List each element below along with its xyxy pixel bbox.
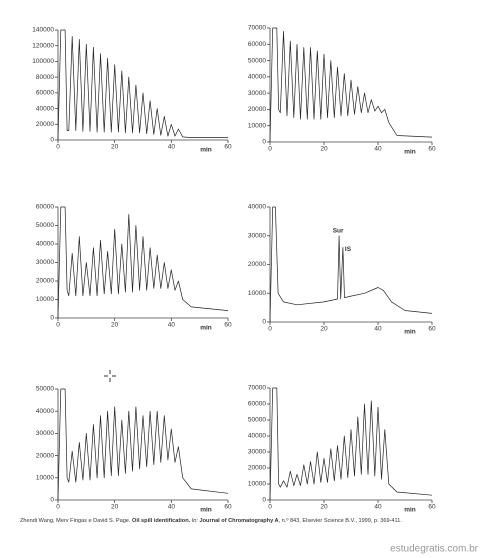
x-tick-label: 60 bbox=[224, 144, 232, 151]
x-tick-label: 20 bbox=[320, 146, 328, 153]
y-tick-label: 10000 bbox=[248, 122, 266, 129]
x-tick-label: 40 bbox=[168, 144, 176, 151]
caption-journal: Journal of Chromatography A bbox=[200, 518, 279, 524]
caption-details: , n.º 843, Elsevier Science B.V., 1999, … bbox=[279, 517, 403, 524]
x-tick-label: 0 bbox=[56, 322, 60, 329]
trace bbox=[269, 387, 433, 501]
x-tick-label: 40 bbox=[374, 504, 382, 511]
chromatogram-panel: 0 10000 20000 30000 40000 50000 60000 0 20 40 60 mi… bbox=[36, 204, 232, 332]
y-tick-label: 70000 bbox=[248, 385, 266, 392]
x-tick-label: 20 bbox=[111, 144, 119, 151]
caption: Zhendi Wang, Merv Fingas e David S. Page… bbox=[20, 517, 402, 524]
watermark: estudegratis.com.br bbox=[390, 544, 478, 555]
x-axis-label: min bbox=[200, 507, 212, 514]
y-tick-label: 30000 bbox=[36, 259, 54, 266]
chromatogram-panel: 0 10000 20000 30000 40000 50000 60000 70000 0 20 4… bbox=[248, 385, 436, 514]
x-tick-label: 0 bbox=[268, 146, 272, 153]
x-axis-label: min bbox=[200, 147, 212, 154]
y-tick-label: 80000 bbox=[36, 74, 54, 81]
y-tick-label: 50000 bbox=[36, 222, 54, 229]
x-tick-label: 20 bbox=[111, 504, 119, 511]
y-tick-label: 30000 bbox=[36, 430, 54, 437]
x-tick-label: 60 bbox=[224, 504, 232, 511]
y-tick-label: 10000 bbox=[36, 296, 54, 303]
y-tick-label: 30000 bbox=[248, 449, 266, 456]
y-tick-label: 20000 bbox=[248, 106, 266, 113]
peak-annotation: Sur bbox=[333, 227, 344, 234]
cursor-icon bbox=[104, 370, 116, 382]
chromatogram-panel: 0 10000 20000 30000 40000 50000 60000 70000 0 20 4… bbox=[248, 25, 436, 156]
trace bbox=[269, 27, 433, 143]
x-tick-label: 60 bbox=[428, 326, 436, 333]
y-tick-label: 10000 bbox=[36, 475, 54, 482]
trace bbox=[57, 388, 229, 501]
x-axis-label: min bbox=[200, 325, 212, 332]
y-tick-label: 30000 bbox=[248, 232, 266, 239]
y-tick-label: 20000 bbox=[36, 452, 54, 459]
y-tick-label: 20000 bbox=[36, 278, 54, 285]
y-tick-label: 140000 bbox=[32, 27, 54, 34]
y-tick-label: 120000 bbox=[32, 42, 54, 49]
x-tick-label: 20 bbox=[320, 326, 328, 333]
y-tick-label: 20000 bbox=[36, 121, 54, 128]
caption-in: In: bbox=[192, 518, 199, 524]
y-tick-label: 60000 bbox=[248, 401, 266, 408]
y-tick-label: 20000 bbox=[248, 465, 266, 472]
x-tick-label: 60 bbox=[428, 504, 436, 511]
y-tick-label: 50000 bbox=[248, 57, 266, 64]
trace bbox=[57, 206, 229, 319]
y-tick-label: 10000 bbox=[248, 290, 266, 297]
y-tick-label: 10000 bbox=[248, 481, 266, 488]
y-tick-label: 30000 bbox=[248, 90, 266, 97]
y-tick-label: 40000 bbox=[36, 241, 54, 248]
x-tick-label: 40 bbox=[168, 322, 176, 329]
x-tick-label: 20 bbox=[320, 504, 328, 511]
chromatogram-panel: 0 10000 20000 30000 40000 50000 0 20 40 60 min bbox=[36, 386, 232, 514]
caption-authors: Zhendi Wang, Merv Fingas e David S. Page… bbox=[20, 518, 131, 524]
y-tick-label: 40000 bbox=[36, 408, 54, 415]
x-tick-label: 60 bbox=[224, 322, 232, 329]
x-tick-label: 40 bbox=[374, 326, 382, 333]
trace bbox=[57, 29, 228, 141]
peak-annotation: IS bbox=[345, 246, 352, 253]
x-tick-label: 20 bbox=[111, 322, 119, 329]
x-tick-label: 0 bbox=[56, 504, 60, 511]
y-tick-label: 70000 bbox=[248, 25, 266, 32]
y-tick-label: 0 bbox=[262, 139, 266, 146]
y-tick-label: 50000 bbox=[36, 386, 54, 393]
x-tick-label: 40 bbox=[168, 504, 176, 511]
x-axis-label: min bbox=[404, 149, 416, 156]
x-axis-label: min bbox=[404, 329, 416, 336]
trace bbox=[269, 206, 433, 323]
y-tick-label: 40000 bbox=[248, 433, 266, 440]
x-tick-label: 40 bbox=[374, 146, 382, 153]
caption-title: Oil spill identification. bbox=[132, 518, 191, 524]
y-tick-label: 60000 bbox=[36, 90, 54, 97]
y-tick-label: 0 bbox=[50, 137, 54, 144]
x-tick-label: 0 bbox=[268, 326, 272, 333]
y-tick-label: 0 bbox=[50, 315, 54, 322]
x-tick-label: 60 bbox=[428, 146, 436, 153]
chromatogram-panel: 0 20000 40000 60000 80000 100000 120000 140000 0… bbox=[32, 27, 232, 154]
y-tick-label: 40000 bbox=[36, 105, 54, 112]
x-tick-label: 0 bbox=[56, 144, 60, 151]
y-tick-label: 40000 bbox=[248, 74, 266, 81]
y-tick-label: 0 bbox=[262, 319, 266, 326]
y-tick-label: 60000 bbox=[248, 41, 266, 48]
y-tick-label: 0 bbox=[262, 497, 266, 504]
x-tick-label: 0 bbox=[268, 504, 272, 511]
chromatogram-panel: 0 10000 20000 30000 40000 0 20 40 60 min Sur IS bbox=[248, 204, 436, 336]
y-tick-label: 40000 bbox=[248, 204, 266, 211]
y-tick-label: 20000 bbox=[248, 261, 266, 268]
y-tick-label: 50000 bbox=[248, 417, 266, 424]
y-tick-label: 0 bbox=[50, 497, 54, 504]
x-axis-label: min bbox=[404, 507, 416, 514]
y-tick-label: 60000 bbox=[36, 204, 54, 211]
y-tick-label: 100000 bbox=[32, 58, 54, 65]
